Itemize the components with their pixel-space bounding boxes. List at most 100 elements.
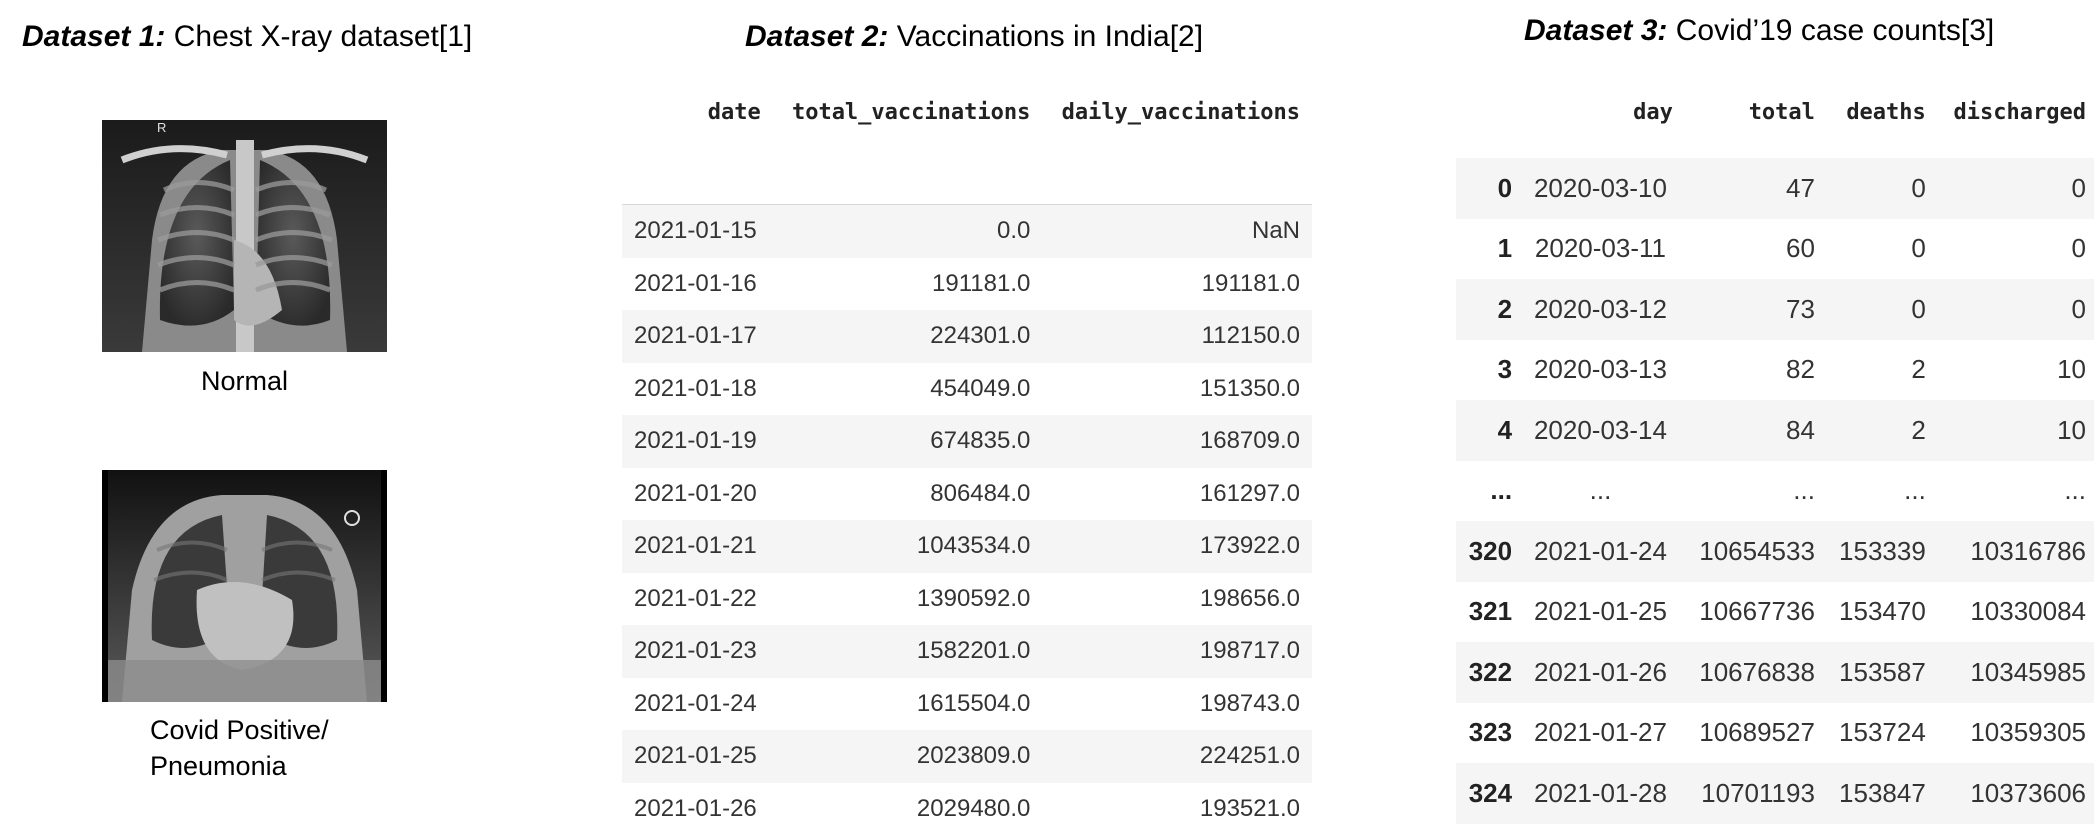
table-cell: 2021-01-27 [1520, 703, 1681, 764]
row-index: 4 [1456, 400, 1520, 461]
table-cell: 10345985 [1934, 642, 2094, 703]
table-cell: 60 [1681, 219, 1823, 280]
table-cell: 224301.0 [773, 310, 1043, 363]
covid-caption: Covid Positive/ Pneumonia [150, 712, 329, 784]
column-header: day [1520, 92, 1681, 158]
xray-marker: R [157, 120, 166, 135]
table-cell: 153339 [1823, 521, 1934, 582]
table-cell: 10316786 [1934, 521, 2094, 582]
table-cell: 0 [1823, 219, 1934, 280]
table-cell: 2021-01-25 [1520, 582, 1681, 643]
row-index: 322 [1456, 642, 1520, 703]
table-cell: 47 [1681, 158, 1823, 219]
table-cell: 2021-01-16 [622, 258, 773, 311]
table-cell: 2021-01-23 [622, 625, 773, 678]
table-cell: 10 [1934, 400, 2094, 461]
row-index: 0 [1456, 158, 1520, 219]
table-cell: 2023809.0 [773, 730, 1043, 783]
table-cell: 1582201.0 [773, 625, 1043, 678]
dataset1-title: Chest X-ray dataset[1] [174, 20, 472, 53]
column-header: discharged [1934, 92, 2094, 158]
table-cell: 173922.0 [1042, 520, 1312, 573]
table-cell: 82 [1681, 340, 1823, 401]
table-cell: 198717.0 [1042, 625, 1312, 678]
table-cell: ... [1823, 461, 1934, 522]
row-index: 320 [1456, 521, 1520, 582]
table-cell: 806484.0 [773, 468, 1043, 521]
table-cell: 2021-01-20 [622, 468, 773, 521]
row-index: 2 [1456, 279, 1520, 340]
table-cell: 10676838 [1681, 642, 1823, 703]
table-cell: 10359305 [1934, 703, 2094, 764]
table-cell: 2021-01-18 [622, 363, 773, 416]
table-cell: 168709.0 [1042, 415, 1312, 468]
table-cell: 153847 [1823, 763, 1934, 824]
table-cell: 153724 [1823, 703, 1934, 764]
dataset1-heading: Dataset 1: Chest X-ray dataset[1] [22, 20, 472, 54]
table-cell: 0 [1934, 279, 2094, 340]
table-cell: 191181.0 [773, 258, 1043, 311]
dataset1-label: Dataset 1: [22, 20, 165, 53]
table-cell: 2029480.0 [773, 783, 1043, 835]
table-cell: 0 [1823, 158, 1934, 219]
table-cell: 0 [1934, 219, 2094, 280]
column-header: deaths [1823, 92, 1934, 158]
row-index: ... [1456, 461, 1520, 522]
row-index: 1 [1456, 219, 1520, 280]
table-cell: 2020-03-13 [1520, 340, 1681, 401]
table-cell: ... [1681, 461, 1823, 522]
xray-covid-image [102, 470, 387, 702]
table-cell: 1390592.0 [773, 573, 1043, 626]
vaccinations-table: date total_vaccinations daily_vaccinatio… [622, 92, 1312, 835]
table-cell: 2 [1823, 400, 1934, 461]
table-cell: 191181.0 [1042, 258, 1312, 311]
table-cell: 1043534.0 [773, 520, 1043, 573]
table-cell: 2021-01-19 [622, 415, 773, 468]
table-cell: 198656.0 [1042, 573, 1312, 626]
table-cell: 2021-01-25 [622, 730, 773, 783]
table-cell: 2021-01-28 [1520, 763, 1681, 824]
table-header-row: day total deaths discharged [1456, 92, 2094, 158]
table-cell: 2021-01-24 [622, 678, 773, 731]
table-cell: 10701193 [1681, 763, 1823, 824]
row-index: 323 [1456, 703, 1520, 764]
table-cell: 0.0 [773, 205, 1043, 258]
table-cell: 112150.0 [1042, 310, 1312, 363]
table-cell: 2021-01-26 [1520, 642, 1681, 703]
table-cell: 2 [1823, 340, 1934, 401]
table-cell: 2020-03-11 [1520, 219, 1681, 280]
table-cell: 2021-01-24 [1520, 521, 1681, 582]
table-cell: 2020-03-10 [1520, 158, 1681, 219]
table-cell: 153587 [1823, 642, 1934, 703]
xray-normal-image: R [102, 120, 387, 352]
column-header: daily_vaccinations [1042, 92, 1312, 205]
row-index: 324 [1456, 763, 1520, 824]
table-cell: 0 [1934, 158, 2094, 219]
dataset2-label: Dataset 2: [745, 20, 888, 53]
table-cell: 224251.0 [1042, 730, 1312, 783]
table-cell: 2021-01-26 [622, 783, 773, 835]
dataset3-label: Dataset 3: [1524, 14, 1667, 47]
column-header: date [622, 92, 773, 205]
table-cell: 84 [1681, 400, 1823, 461]
row-index: 3 [1456, 340, 1520, 401]
table-cell: 2020-03-14 [1520, 400, 1681, 461]
row-index: 321 [1456, 582, 1520, 643]
table-cell: 1615504.0 [773, 678, 1043, 731]
table-cell: ... [1520, 461, 1681, 522]
table-cell: 2021-01-21 [622, 520, 773, 573]
